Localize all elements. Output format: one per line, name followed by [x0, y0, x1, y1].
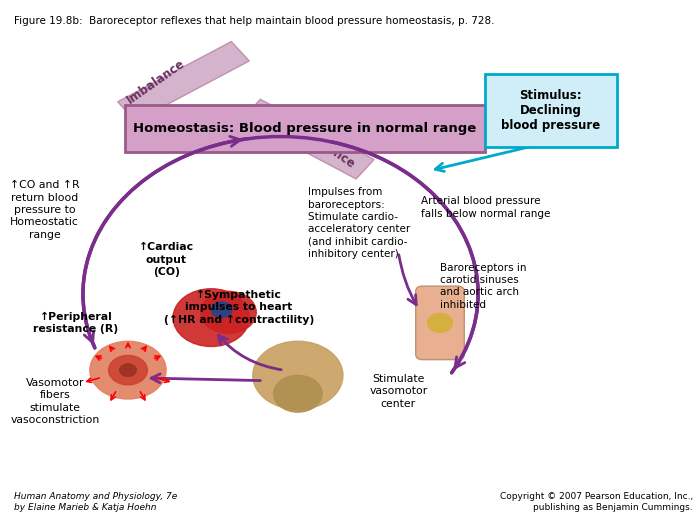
FancyBboxPatch shape: [416, 286, 464, 360]
Text: Figure 19.8b:  Baroreceptor reflexes that help maintain blood pressure homeostas: Figure 19.8b: Baroreceptor reflexes that…: [13, 16, 494, 26]
Text: Homeostasis: Blood pressure in normal range: Homeostasis: Blood pressure in normal ra…: [133, 122, 477, 135]
Text: Baroreceptors in
carotid sinuses
and aortic arch
inhibited: Baroreceptors in carotid sinuses and aor…: [440, 262, 526, 310]
Text: Impulses from
baroreceptors:
Stimulate cardio-
acceleratory center
(and inhibit : Impulses from baroreceptors: Stimulate c…: [308, 187, 410, 259]
Circle shape: [211, 302, 232, 318]
Circle shape: [173, 289, 249, 346]
Polygon shape: [222, 105, 270, 147]
Text: Arterial blood pressure
falls below normal range: Arterial blood pressure falls below norm…: [421, 196, 551, 218]
Text: Vasomotor
fibers
stimulate
vasoconstriction: Vasomotor fibers stimulate vasoconstrict…: [10, 378, 100, 425]
Text: Copyright © 2007 Pearson Education, Inc.,
publishing as Benjamin Cummings.: Copyright © 2007 Pearson Education, Inc.…: [500, 492, 693, 512]
Polygon shape: [242, 99, 374, 179]
Circle shape: [108, 355, 148, 385]
Text: Imbalance: Imbalance: [124, 57, 188, 106]
Text: Imbalance: Imbalance: [294, 122, 357, 172]
FancyBboxPatch shape: [125, 105, 485, 152]
Text: Stimulate
vasomotor
center: Stimulate vasomotor center: [370, 374, 428, 408]
Text: Stimulus:
Declining
blood pressure: Stimulus: Declining blood pressure: [501, 89, 601, 132]
Circle shape: [253, 341, 343, 410]
Text: ↑CO and ↑R
return blood
pressure to
Homeostatic
range: ↑CO and ↑R return blood pressure to Home…: [10, 180, 80, 240]
Circle shape: [201, 291, 256, 333]
Circle shape: [90, 341, 166, 399]
Text: ↑Sympathetic
impulses to heart
(↑HR and ↑contractility): ↑Sympathetic impulses to heart (↑HR and …: [164, 290, 314, 324]
Text: ↑Peripheral
resistance (R): ↑Peripheral resistance (R): [34, 312, 118, 334]
Polygon shape: [118, 41, 249, 121]
Circle shape: [120, 364, 136, 376]
Text: ↑Cardiac
output
(CO): ↑Cardiac output (CO): [139, 243, 194, 277]
Text: Human Anatomy and Physiology, 7e
by Elaine Marieb & Katja Hoehn: Human Anatomy and Physiology, 7e by Elai…: [13, 492, 177, 512]
Circle shape: [274, 375, 322, 412]
Circle shape: [428, 313, 452, 332]
FancyBboxPatch shape: [485, 74, 617, 147]
